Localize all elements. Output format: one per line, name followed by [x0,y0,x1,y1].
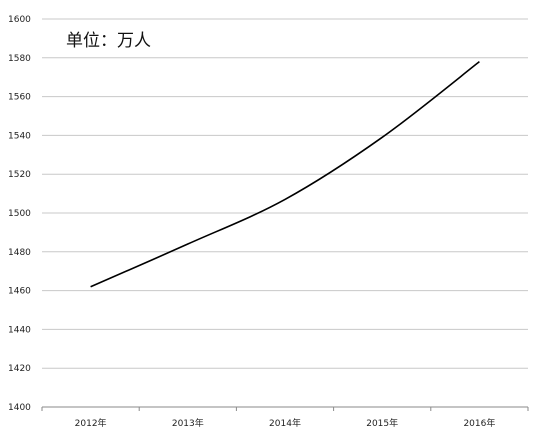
y-tick-label: 1520 [8,170,31,180]
series [90,61,480,288]
y-tick-label: 1400 [8,403,31,413]
y-tick-label: 1440 [8,325,31,335]
y-tick-label: 1460 [8,287,31,297]
x-tick-label: 2016年 [463,417,495,429]
y-axis: 1400 1420 1440 1460 1480 1500 1520 1540 1560 1580… [8,15,31,413]
x-axis: 2012年 2013年 2014年 2015年 2016年 [41,407,529,429]
x-tick-label: 2015年 [366,417,398,429]
gridlines [42,18,528,408]
unit-label: 单位：万人 [66,31,151,51]
y-tick-label: 1480 [8,248,31,258]
y-tick-label: 1420 [8,364,31,374]
x-tick-label: 2012年 [75,417,107,429]
y-tick-label: 1580 [8,54,31,64]
series-line [90,61,480,288]
y-tick-label: 1500 [8,209,31,219]
x-tick-label: 2013年 [172,417,204,429]
y-tick-label: 1540 [8,131,31,141]
y-tick-label: 1600 [8,15,31,25]
x-tick-label: 2014年 [269,417,301,429]
y-tick-label: 1560 [8,93,31,103]
